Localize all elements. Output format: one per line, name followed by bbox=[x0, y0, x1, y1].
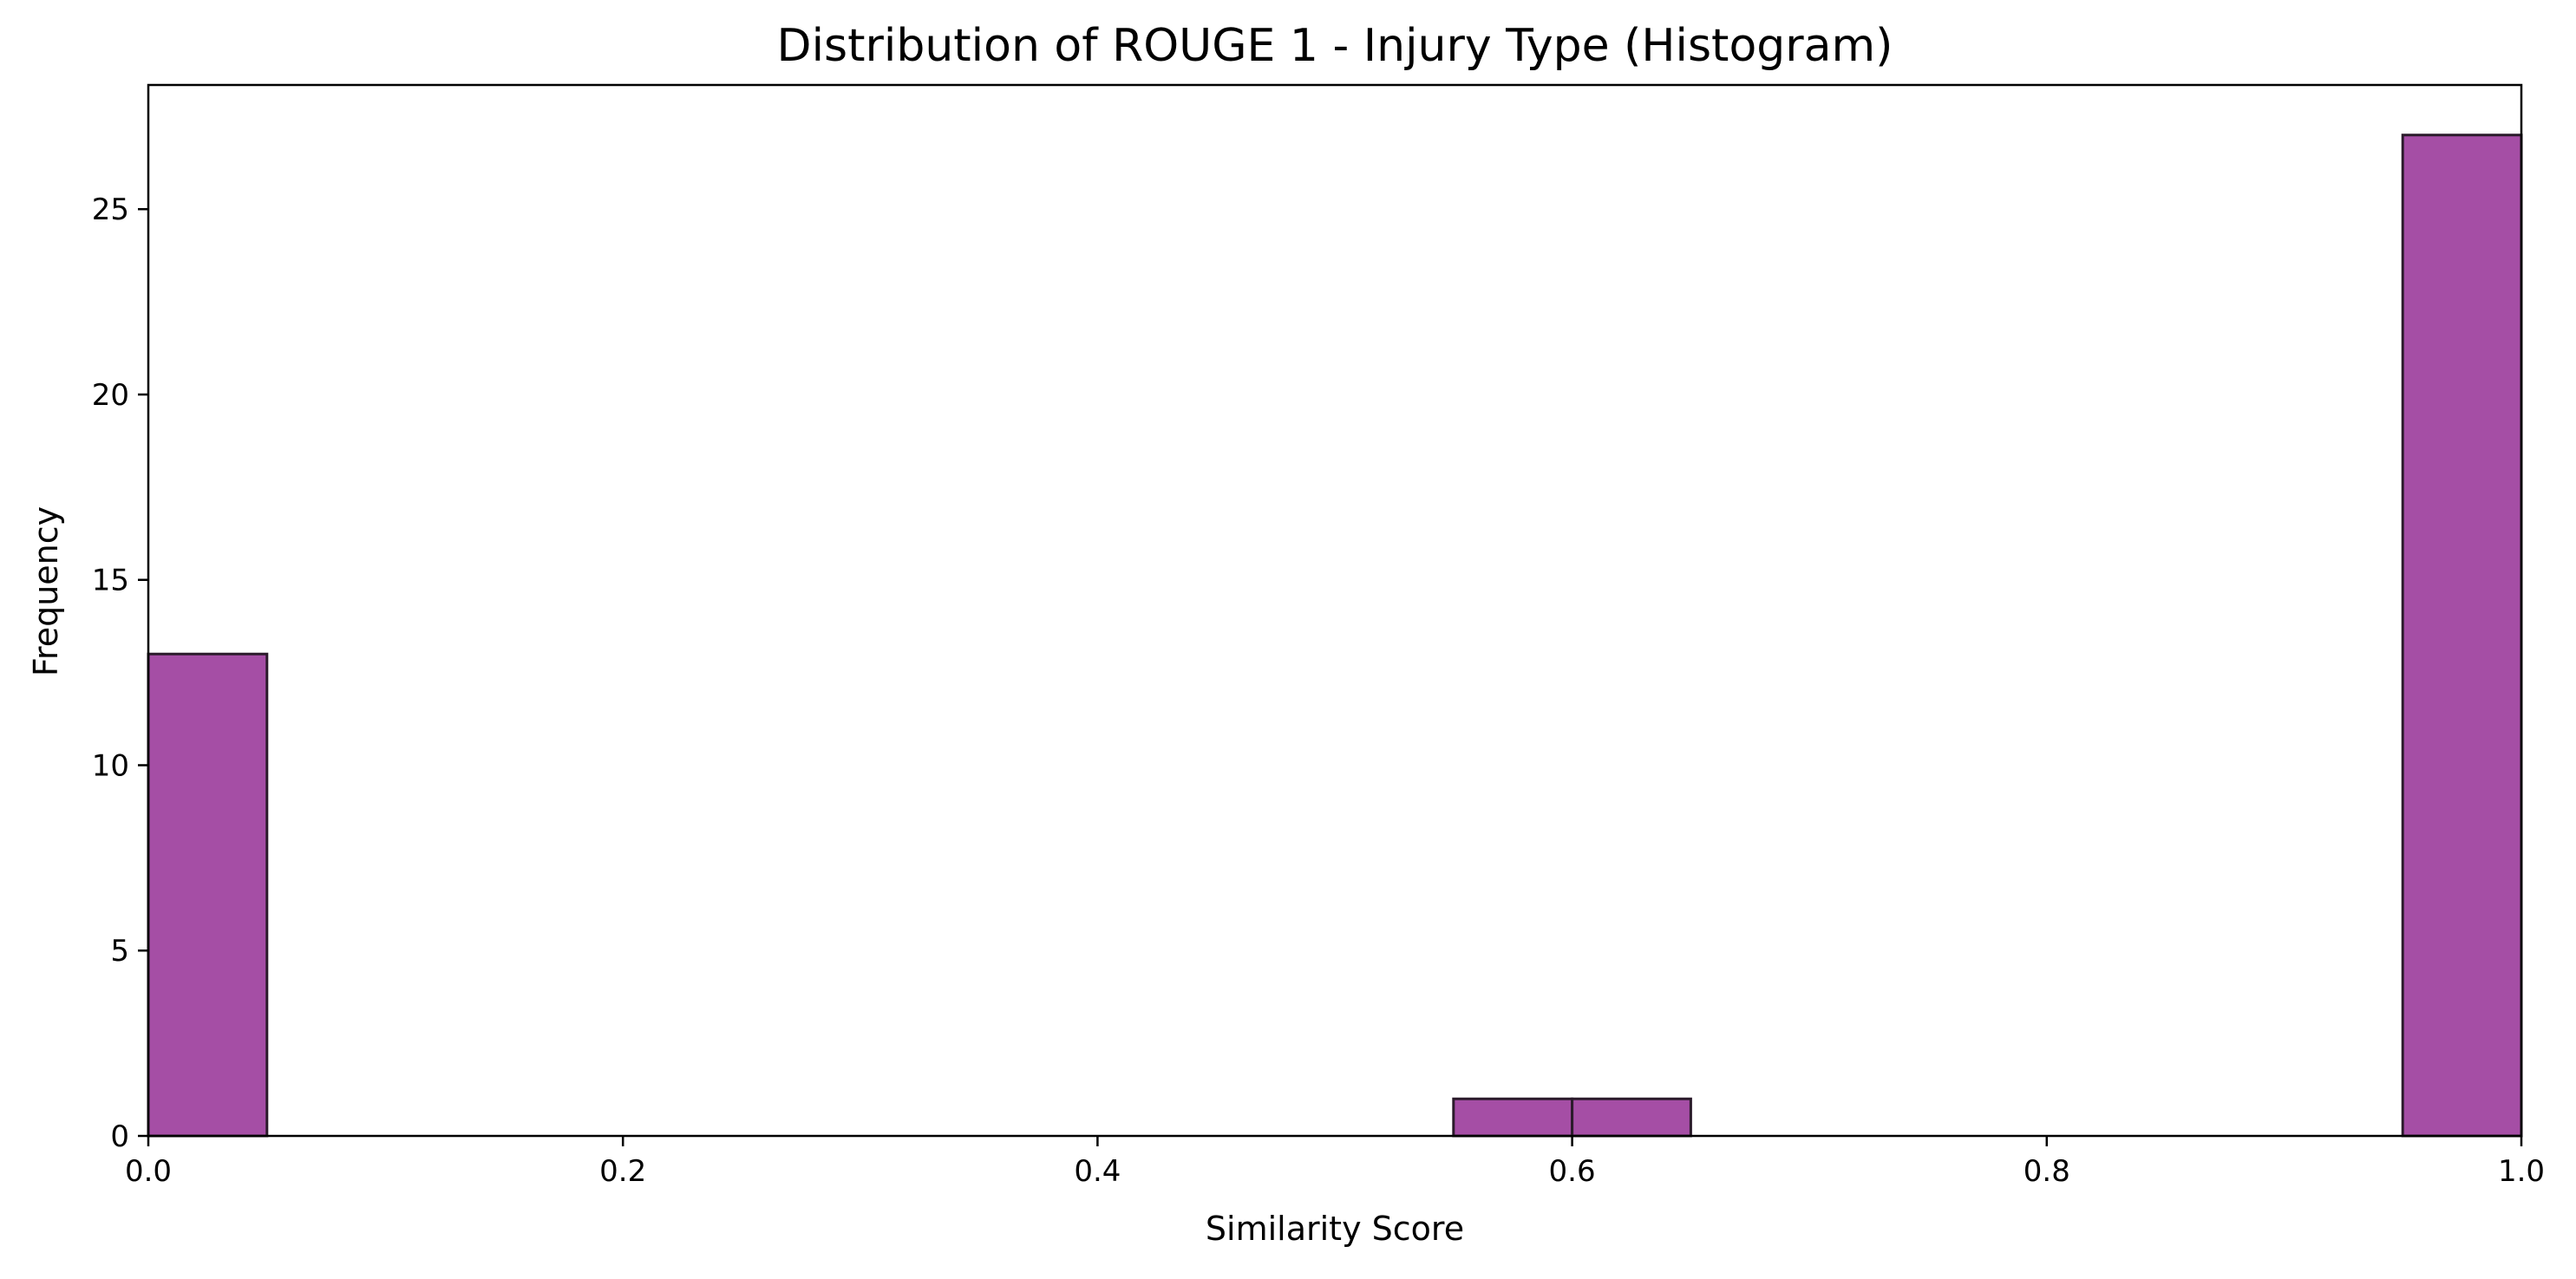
bars-layer bbox=[147, 134, 2523, 1138]
histogram-bar-1 bbox=[1452, 1097, 1574, 1138]
axes-layer: 0.0 0.2 0.4 0.6 0.8 1.0 0 5 10 15 20 25 bbox=[92, 83, 2545, 1189]
y-tick-label: 15 bbox=[92, 564, 129, 598]
x-tick-label: 0.8 bbox=[2024, 1154, 2070, 1189]
histogram-bar-2 bbox=[1571, 1097, 1692, 1138]
y-axis-label: Frequency bbox=[27, 506, 65, 676]
histogram-bar-0 bbox=[147, 652, 269, 1138]
y-tick-label: 25 bbox=[92, 193, 129, 227]
x-tick-label: 0.4 bbox=[1074, 1154, 1121, 1189]
plot-frame bbox=[147, 83, 2523, 1138]
x-tick-label: 0.6 bbox=[1549, 1154, 1596, 1189]
x-tick-label: 0.2 bbox=[599, 1154, 646, 1189]
x-tick-label: 1.0 bbox=[2498, 1154, 2545, 1189]
x-tick-label: 0.0 bbox=[125, 1154, 172, 1189]
y-tick-label: 5 bbox=[110, 934, 129, 969]
x-axis-label: Similarity Score bbox=[1206, 1210, 1464, 1248]
y-tick-label: 20 bbox=[92, 378, 129, 413]
y-tick-label: 10 bbox=[92, 748, 129, 783]
y-tick-label: 0 bbox=[110, 1119, 129, 1154]
chart-title: Distribution of ROUGE 1 - Injury Type (H… bbox=[777, 20, 1893, 72]
histogram-bar-3 bbox=[2401, 134, 2523, 1138]
